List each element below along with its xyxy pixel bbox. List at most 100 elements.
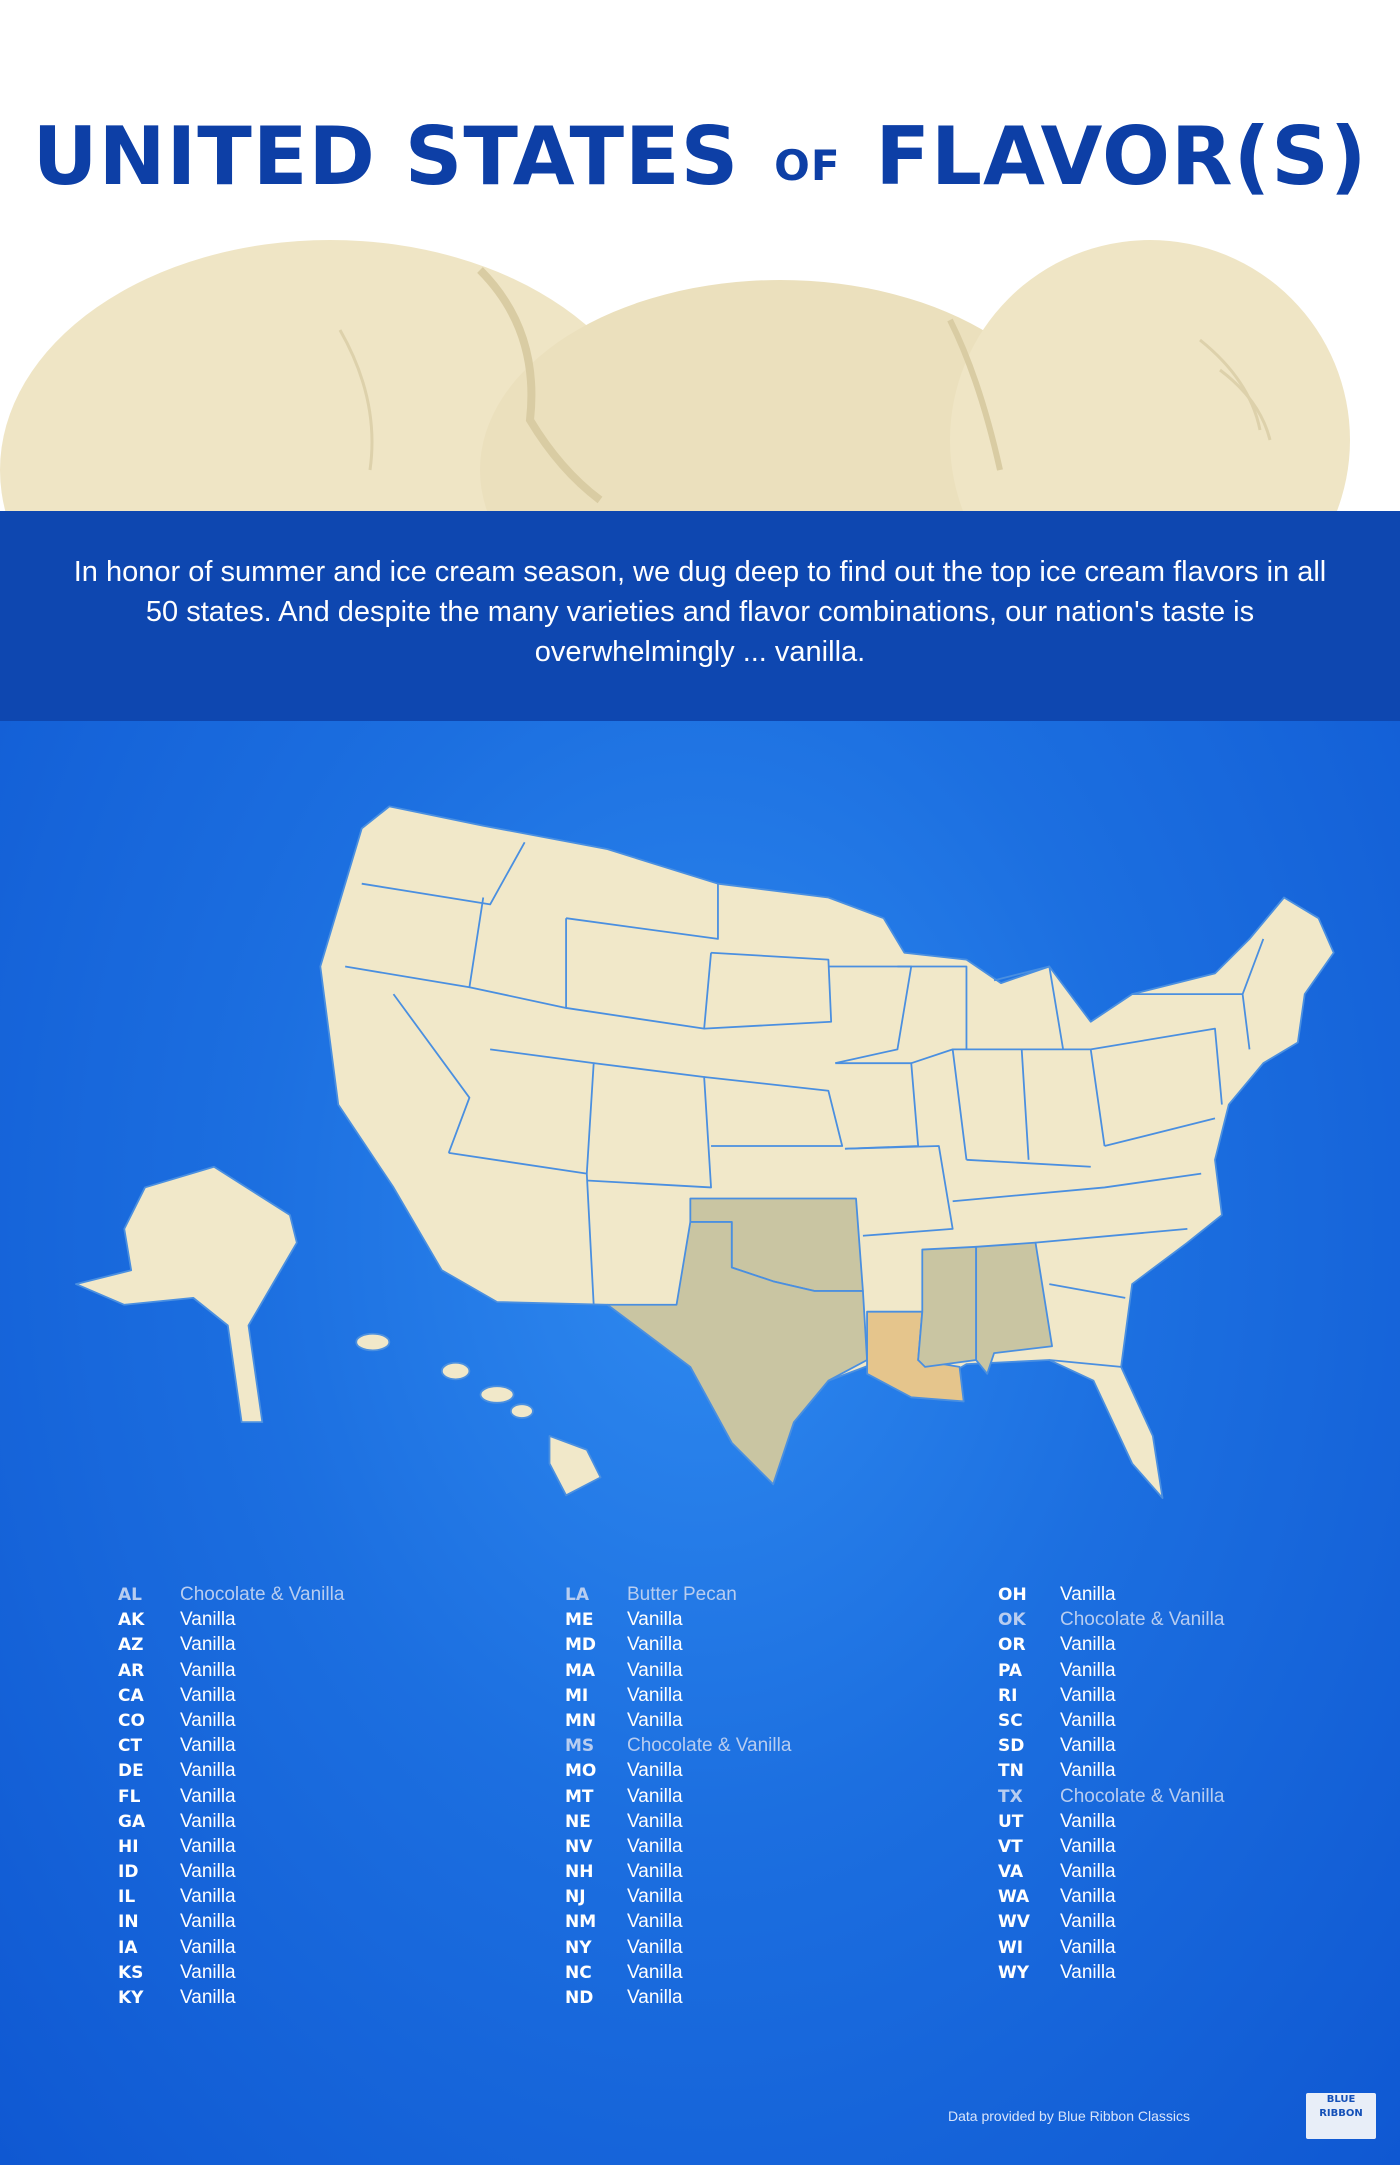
state-row-mo: MO Vanilla	[565, 1758, 791, 1783]
state-row-sd: SD Vanilla	[998, 1733, 1224, 1758]
state-abbreviation: NJ	[565, 1887, 586, 1908]
state-row-va: VA Vanilla	[998, 1859, 1224, 1884]
state-row-il: IL Vanilla	[118, 1884, 344, 1909]
state-row-tx: TX Chocolate & Vanilla	[998, 1784, 1224, 1809]
state-flavor: Chocolate & Vanilla	[1060, 1785, 1225, 1807]
state-row-la: LA Butter Pecan	[565, 1582, 791, 1607]
state-flavor: Vanilla	[180, 1861, 236, 1883]
state-abbreviation: OK	[998, 1610, 1026, 1631]
state-row-tn: TN Vanilla	[998, 1758, 1224, 1783]
state-row-al: AL Chocolate & Vanilla	[118, 1582, 344, 1607]
state-abbreviation: NM	[565, 1912, 597, 1933]
state-flavor: Vanilla	[180, 1961, 236, 1983]
state-flavor: Vanilla	[1060, 1634, 1116, 1656]
state-abbreviation: RI	[998, 1685, 1018, 1706]
state-flavor: Vanilla	[627, 1861, 683, 1883]
state-row-ca: CA Vanilla	[118, 1683, 344, 1708]
state-row-mn: MN Vanilla	[565, 1708, 791, 1733]
state-abbreviation: AZ	[118, 1635, 144, 1656]
state-abbreviation: KS	[118, 1962, 144, 1983]
state-abbreviation: MN	[565, 1710, 597, 1731]
state-abbreviation: MO	[565, 1761, 597, 1782]
state-flavor: Vanilla	[627, 1911, 683, 1933]
data-source-credit: Data provided by Blue Ribbon Classics	[948, 2108, 1191, 2124]
state-row-nh: NH Vanilla	[565, 1859, 791, 1884]
state-row-nd: ND Vanilla	[565, 1985, 791, 2010]
state-row-hi: HI Vanilla	[118, 1834, 344, 1859]
state-row-co: CO Vanilla	[118, 1708, 344, 1733]
state-flavor: Vanilla	[1060, 1684, 1116, 1706]
state-row-ri: RI Vanilla	[998, 1683, 1224, 1708]
state-flavor: Vanilla	[180, 1634, 236, 1656]
title-part-2: OF	[774, 141, 841, 190]
state-row-ma: MA Vanilla	[565, 1658, 791, 1683]
state-abbreviation: VA	[998, 1862, 1024, 1883]
state-row-ct: CT Vanilla	[118, 1733, 344, 1758]
state-row-ks: KS Vanilla	[118, 1960, 344, 1985]
state-flavor: Vanilla	[180, 1886, 236, 1908]
intro-band	[0, 511, 1400, 721]
state-row-pa: PA Vanilla	[998, 1658, 1224, 1683]
state-abbreviation: IN	[118, 1912, 139, 1933]
state-abbreviation: WV	[998, 1912, 1030, 1933]
state-abbreviation: NY	[565, 1937, 592, 1958]
state-flavor: Vanilla	[627, 1835, 683, 1857]
state-row-md: MD Vanilla	[565, 1632, 791, 1657]
state-row-ak: AK Vanilla	[118, 1607, 344, 1632]
state-row-wa: WA Vanilla	[998, 1884, 1224, 1909]
state-flavor: Vanilla	[180, 1735, 236, 1757]
state-abbreviation: MA	[565, 1660, 596, 1681]
state-abbreviation: WY	[998, 1962, 1030, 1983]
state-flavor: Vanilla	[627, 1785, 683, 1807]
state-row-or: OR Vanilla	[998, 1632, 1224, 1657]
page-title: UNITED STATES OF FLAVOR(S)	[0, 110, 1400, 203]
title-part-1: UNITED STATES	[32, 110, 740, 203]
state-flavor: Vanilla	[627, 1634, 683, 1656]
state-flavor: Vanilla	[627, 1609, 683, 1631]
state-abbreviation: GA	[118, 1811, 146, 1832]
state-flavor: Vanilla	[1060, 1861, 1116, 1883]
intro-text: In honor of summer and ice cream season,…	[73, 556, 1327, 668]
state-abbreviation: HI	[118, 1836, 139, 1857]
state-abbreviation: ID	[118, 1862, 139, 1883]
state-abbreviation: WI	[998, 1937, 1024, 1958]
state-flavor: Butter Pecan	[627, 1584, 737, 1605]
state-abbreviation: NV	[565, 1836, 593, 1857]
state-flavor: Vanilla	[627, 1936, 683, 1958]
blue-ribbon-logo: BLUE RIBBON	[1306, 2093, 1376, 2139]
state-flavor: Vanilla	[627, 1886, 683, 1908]
state-flavor: Vanilla	[180, 1709, 236, 1731]
state-row-ok: OK Chocolate & Vanilla	[998, 1607, 1224, 1632]
state-row-me: ME Vanilla	[565, 1607, 791, 1632]
state-abbreviation: ND	[565, 1988, 594, 2008]
state-abbreviation: IL	[118, 1887, 136, 1908]
state-flavor: Vanilla	[1060, 1886, 1116, 1908]
state-abbreviation: NH	[565, 1862, 594, 1883]
ice-cream-scoops-illustration	[0, 240, 1350, 520]
state-list-column-3: OH Vanilla OK Chocolate & Vanilla OR Vanilla P…	[998, 1582, 1224, 1985]
state-abbreviation: NC	[565, 1962, 592, 1983]
state-flavor: Chocolate & Vanilla	[180, 1584, 345, 1605]
state-flavor: Vanilla	[627, 1961, 683, 1983]
state-flavor: Vanilla	[1060, 1760, 1116, 1782]
state-abbreviation: CT	[118, 1736, 143, 1757]
state-row-ne: NE Vanilla	[565, 1809, 791, 1834]
state-flavor: Vanilla	[627, 1987, 683, 2008]
state-row-fl: FL Vanilla	[118, 1784, 344, 1809]
state-abbreviation: VT	[998, 1836, 1023, 1857]
state-flavor: Vanilla	[180, 1609, 236, 1631]
state-row-ny: NY Vanilla	[565, 1935, 791, 1960]
state-flavor: Vanilla	[1060, 1735, 1116, 1757]
state-flavor: Vanilla	[180, 1936, 236, 1958]
state-row-de: DE Vanilla	[118, 1758, 344, 1783]
state-abbreviation: AK	[118, 1610, 145, 1631]
state-flavor: Vanilla	[180, 1684, 236, 1706]
state-flavor: Vanilla	[1060, 1911, 1116, 1933]
state-row-wi: WI Vanilla	[998, 1935, 1224, 1960]
state-abbreviation: NE	[565, 1811, 591, 1832]
state-abbreviation: MI	[565, 1685, 589, 1706]
state-flavor: Vanilla	[627, 1709, 683, 1731]
state-abbreviation: OR	[998, 1635, 1026, 1656]
state-row-wy: WY Vanilla	[998, 1960, 1224, 1985]
state-abbreviation: TN	[998, 1761, 1024, 1782]
